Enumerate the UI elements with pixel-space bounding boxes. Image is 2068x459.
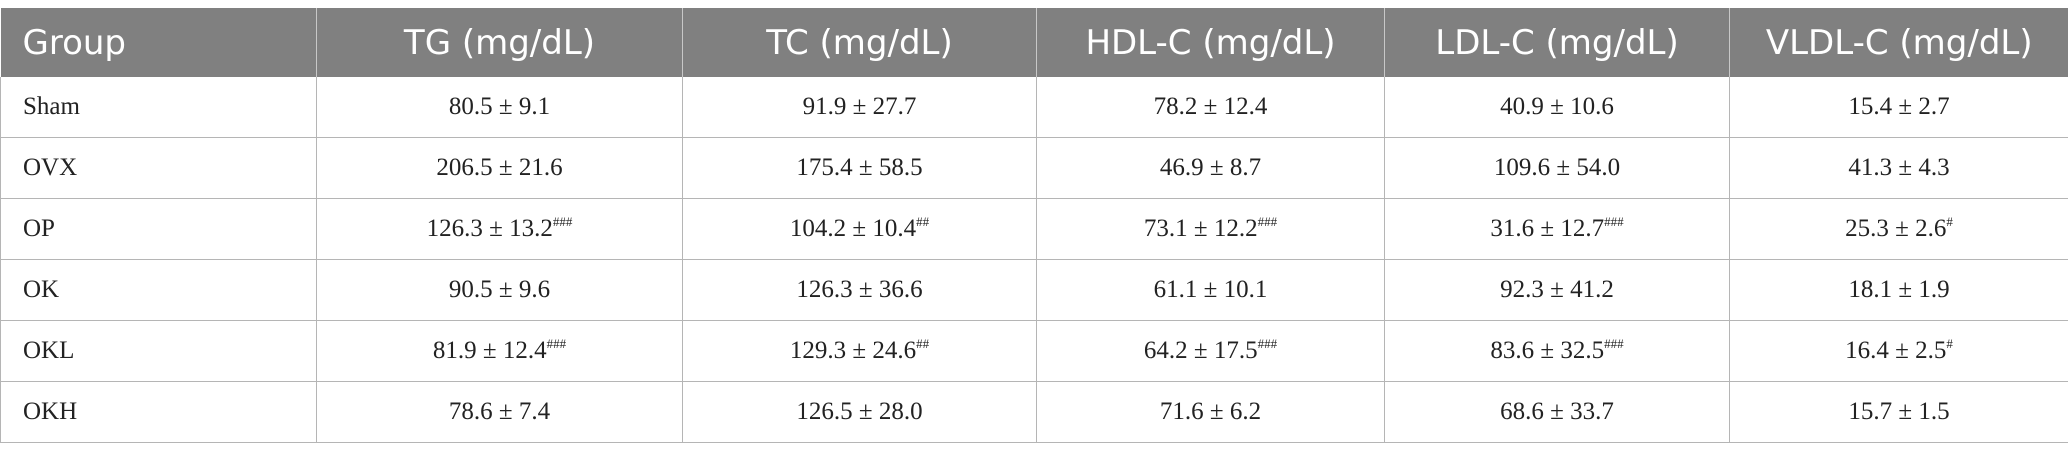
significance-mark: ### <box>546 336 567 351</box>
table-body: Sham 80.5 ± 9.1 91.9 ± 27.7 78.2 ± 12.4 40.9… <box>0 77 2068 443</box>
header-tc: TC (mg/dL) <box>682 8 1037 77</box>
value-cell: 31.6 ± 12.7### <box>1384 198 1730 260</box>
group-cell: OKH <box>0 381 317 443</box>
header-ldl-c: LDL-C (mg/dL) <box>1384 8 1730 77</box>
value-cell: 206.5 ± 21.6 <box>316 137 683 199</box>
value-cell: 78.2 ± 12.4 <box>1036 77 1385 138</box>
cell-value: 64.2 ± 17.5 <box>1143 337 1258 364</box>
table-row: OKH 78.6 ± 7.4 126.5 ± 28.0 71.6 ± 6.2 68.6 … <box>0 381 2068 443</box>
cell-value: 31.6 ± 12.7 <box>1490 215 1605 242</box>
group-cell: Sham <box>0 77 317 138</box>
lipid-profile-table: Group TG (mg/dL) TC (mg/dL) HDL-C (mg/dL… <box>0 8 2068 443</box>
significance-mark: ## <box>916 214 930 229</box>
cell-value: 16.4 ± 2.5 <box>1845 337 1947 364</box>
significance-mark: ### <box>1257 336 1278 351</box>
cell-value: 71.6 ± 6.2 <box>1159 398 1262 425</box>
significance-mark: ### <box>1604 214 1624 229</box>
lipid-table-container: Group TG (mg/dL) TC (mg/dL) HDL-C (mg/dL… <box>0 8 2068 443</box>
header-hdl-c: HDL-C (mg/dL) <box>1036 8 1385 77</box>
cell-value: 78.6 ± 7.4 <box>448 398 551 425</box>
value-cell: 68.6 ± 33.7 <box>1384 381 1730 443</box>
value-cell: 126.5 ± 28.0 <box>682 381 1037 443</box>
cell-value: 15.4 ± 2.7 <box>1848 93 1950 120</box>
significance-mark: # <box>1946 336 1953 351</box>
value-cell: 80.5 ± 9.1 <box>316 77 683 138</box>
value-cell: 129.3 ± 24.6## <box>682 320 1037 382</box>
value-cell: 71.6 ± 6.2 <box>1036 381 1385 443</box>
cell-value: 83.6 ± 32.5 <box>1490 337 1605 364</box>
cell-value: 109.6 ± 54.0 <box>1493 154 1621 181</box>
header-vldl-c: VLDL-C (mg/dL) <box>1729 8 2068 77</box>
value-cell: 64.2 ± 17.5### <box>1036 320 1385 382</box>
value-cell: 15.7 ± 1.5 <box>1729 381 2068 443</box>
value-cell: 175.4 ± 58.5 <box>682 137 1037 199</box>
value-cell: 18.1 ± 1.9 <box>1729 259 2068 321</box>
significance-mark: ## <box>916 336 930 351</box>
cell-value: 25.3 ± 2.6 <box>1845 215 1947 242</box>
cell-value: 68.6 ± 33.7 <box>1500 398 1614 425</box>
cell-value: 41.3 ± 4.3 <box>1848 154 1950 181</box>
group-cell: OP <box>0 198 317 260</box>
cell-value: 206.5 ± 21.6 <box>436 154 563 181</box>
header-row: Group TG (mg/dL) TC (mg/dL) HDL-C (mg/dL… <box>0 8 2068 77</box>
header-group: Group <box>0 8 317 77</box>
cell-value: 126.5 ± 28.0 <box>796 398 923 425</box>
group-cell: OK <box>0 259 317 321</box>
table-row: OVX 206.5 ± 21.6 175.4 ± 58.5 46.9 ± 8.7 109… <box>0 137 2068 199</box>
value-cell: 126.3 ± 13.2### <box>316 198 683 260</box>
table-row: Sham 80.5 ± 9.1 91.9 ± 27.7 78.2 ± 12.4 40.9… <box>0 77 2068 138</box>
table-header: Group TG (mg/dL) TC (mg/dL) HDL-C (mg/dL… <box>0 8 2068 77</box>
value-cell: 16.4 ± 2.5# <box>1729 320 2068 382</box>
cell-value: 80.5 ± 9.1 <box>448 93 551 120</box>
value-cell: 91.9 ± 27.7 <box>682 77 1037 138</box>
cell-value: 175.4 ± 58.5 <box>796 154 923 181</box>
value-cell: 81.9 ± 12.4### <box>316 320 683 382</box>
significance-mark: ### <box>1257 214 1278 229</box>
cell-value: 18.1 ± 1.9 <box>1848 276 1950 303</box>
cell-value: 104.2 ± 10.4 <box>789 215 917 242</box>
group-cell: OVX <box>0 137 317 199</box>
header-tg: TG (mg/dL) <box>316 8 683 77</box>
value-cell: 104.2 ± 10.4## <box>682 198 1037 260</box>
value-cell: 15.4 ± 2.7 <box>1729 77 2068 138</box>
cell-value: 78.2 ± 12.4 <box>1153 93 1268 120</box>
cell-value: 40.9 ± 10.6 <box>1500 93 1614 120</box>
value-cell: 40.9 ± 10.6 <box>1384 77 1730 138</box>
value-cell: 92.3 ± 41.2 <box>1384 259 1730 321</box>
value-cell: 61.1 ± 10.1 <box>1036 259 1385 321</box>
cell-value: 91.9 ± 27.7 <box>802 93 917 120</box>
table-row: OK 90.5 ± 9.6 126.3 ± 36.6 61.1 ± 10.1 92.3 … <box>0 259 2068 321</box>
value-cell: 78.6 ± 7.4 <box>316 381 683 443</box>
cell-value: 92.3 ± 41.2 <box>1500 276 1614 303</box>
significance-mark: ### <box>552 214 573 229</box>
cell-value: 46.9 ± 8.7 <box>1159 154 1262 181</box>
value-cell: 41.3 ± 4.3 <box>1729 137 2068 199</box>
value-cell: 25.3 ± 2.6# <box>1729 198 2068 260</box>
cell-value: 90.5 ± 9.6 <box>448 276 551 303</box>
cell-value: 126.3 ± 36.6 <box>796 276 923 303</box>
cell-value: 126.3 ± 13.2 <box>426 215 553 242</box>
value-cell: 73.1 ± 12.2### <box>1036 198 1385 260</box>
value-cell: 126.3 ± 36.6 <box>682 259 1037 321</box>
significance-mark: ### <box>1604 336 1624 351</box>
cell-value: 73.1 ± 12.2 <box>1143 215 1258 242</box>
value-cell: 90.5 ± 9.6 <box>316 259 683 321</box>
cell-value: 15.7 ± 1.5 <box>1848 398 1950 425</box>
table-row: OKL 81.9 ± 12.4### 129.3 ± 24.6## 64.2 ± 17… <box>0 320 2068 382</box>
table-row: OP 126.3 ± 13.2### 104.2 ± 10.4## 73.1 ± 12… <box>0 198 2068 260</box>
value-cell: 83.6 ± 32.5### <box>1384 320 1730 382</box>
cell-value: 81.9 ± 12.4 <box>432 337 547 364</box>
group-cell: OKL <box>0 320 317 382</box>
cell-value: 129.3 ± 24.6 <box>789 337 917 364</box>
value-cell: 46.9 ± 8.7 <box>1036 137 1385 199</box>
cell-value: 61.1 ± 10.1 <box>1153 276 1268 303</box>
significance-mark: # <box>1946 214 1953 229</box>
value-cell: 109.6 ± 54.0 <box>1384 137 1730 199</box>
